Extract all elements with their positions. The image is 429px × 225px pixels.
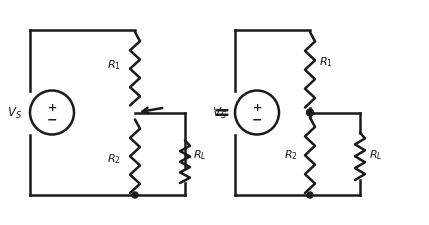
Circle shape bbox=[307, 192, 313, 198]
Text: $V_S$: $V_S$ bbox=[7, 106, 22, 121]
Text: $R_1$: $R_1$ bbox=[319, 55, 333, 69]
Text: $V_S$: $V_S$ bbox=[212, 106, 227, 121]
Text: =: = bbox=[214, 104, 230, 122]
Text: $R_2$: $R_2$ bbox=[107, 152, 121, 165]
Text: −: − bbox=[47, 113, 57, 126]
Text: −: − bbox=[252, 113, 262, 126]
Text: $R_2$: $R_2$ bbox=[284, 147, 298, 161]
Circle shape bbox=[30, 91, 74, 135]
Text: $R_1$: $R_1$ bbox=[107, 58, 121, 71]
Circle shape bbox=[235, 91, 279, 135]
Text: $R_L$: $R_L$ bbox=[193, 147, 207, 161]
Text: +: + bbox=[47, 103, 57, 112]
Text: $R_L$: $R_L$ bbox=[369, 147, 383, 161]
Circle shape bbox=[306, 110, 314, 117]
Text: +: + bbox=[252, 103, 262, 112]
Circle shape bbox=[132, 192, 138, 198]
